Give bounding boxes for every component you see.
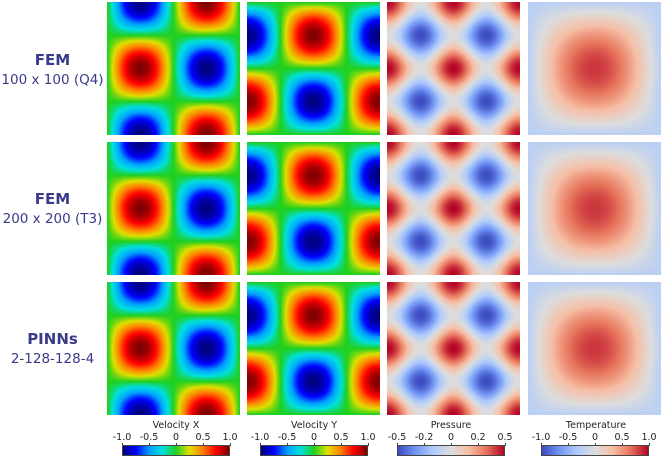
- colorbar-tick-label: 1.0: [641, 432, 657, 443]
- colorbar-tick-label: 0: [172, 432, 180, 443]
- colorbar-tick-label: 0: [310, 432, 318, 443]
- row-method: PINNs: [27, 330, 78, 348]
- colorbar-tick-mark: [149, 443, 150, 446]
- colorbar-tick-label: 0.5: [333, 432, 349, 443]
- colorbar-tick-label: 1.0: [222, 432, 238, 443]
- colorbar-tick-mark: [260, 443, 261, 446]
- panel-pinns-velocity-x: [107, 282, 240, 415]
- row-label-pinns: PINNs 2-128-128-4: [0, 329, 105, 369]
- colorbar-tick-label: -0.5: [558, 432, 578, 443]
- colorbar-tick-label: -0.5: [139, 432, 159, 443]
- colorbar-tick-label: 0: [591, 432, 599, 443]
- colorbar-tick-label: 0: [447, 432, 455, 443]
- colorbar-tick-mark: [541, 443, 542, 446]
- colorbar-title-velocity-y: Velocity Y: [290, 420, 338, 431]
- panel-fem-q4-velocity-y: [247, 2, 380, 135]
- colorbar-temperature: [541, 445, 649, 456]
- colorbar-tick-label: -1.0: [531, 432, 551, 443]
- colorbar-title-temperature: Temperature: [565, 420, 627, 431]
- row-mesh: 100 x 100 (Q4): [1, 72, 104, 88]
- panel-fem-t3-temperature: [528, 142, 661, 275]
- colorbar-tick-mark: [341, 443, 342, 446]
- panel-fem-q4-velocity-x: [107, 2, 240, 135]
- colorbar-tick-mark: [505, 443, 506, 446]
- row-mesh: 200 x 200 (T3): [2, 211, 103, 227]
- panel-fem-q4-pressure: [387, 2, 520, 135]
- colorbar-tick-label: 0.2: [470, 432, 486, 443]
- colorbar-title-pressure: Pressure: [430, 420, 472, 431]
- panel-fem-q4-temperature: [528, 2, 661, 135]
- colorbar-tick-label: -0.5: [277, 432, 297, 443]
- colorbar-tick-label: -1.0: [250, 432, 270, 443]
- colorbar-tick-mark: [622, 443, 623, 446]
- panel-pinns-temperature: [528, 282, 661, 415]
- colorbar-tick-mark: [424, 443, 425, 446]
- colorbar-tick-mark: [595, 443, 596, 446]
- colorbar-tick-mark: [568, 443, 569, 446]
- row-label-fem-q4: FEM 100 x 100 (Q4): [0, 50, 105, 90]
- panel-pinns-pressure: [387, 282, 520, 415]
- row-mesh: 2-128-128-4: [10, 351, 95, 367]
- panel-fem-t3-pressure: [387, 142, 520, 275]
- row-label-fem-t3: FEM 200 x 200 (T3): [0, 189, 105, 229]
- colorbar-tick-label: -1.0: [112, 432, 132, 443]
- colorbar-tick-mark: [122, 443, 123, 446]
- colorbar-velocity-y: [260, 445, 368, 456]
- colorbar-tick-mark: [314, 443, 315, 446]
- colorbar-tick-mark: [230, 443, 231, 446]
- colorbar-tick-mark: [368, 443, 369, 446]
- colorbar-tick-mark: [451, 443, 452, 446]
- colorbar-tick-mark: [203, 443, 204, 446]
- panel-fem-t3-velocity-y: [247, 142, 380, 275]
- row-method: FEM: [34, 190, 71, 208]
- colorbar-tick-mark: [649, 443, 650, 446]
- colorbar-tick-label: -0.2: [414, 432, 434, 443]
- panel-pinns-velocity-y: [247, 282, 380, 415]
- panel-fem-t3-velocity-x: [107, 142, 240, 275]
- colorbar-tick-label: 0.5: [497, 432, 513, 443]
- colorbar-velocity-x: [122, 445, 230, 456]
- colorbar-tick-mark: [287, 443, 288, 446]
- colorbar-tick-label: 1.0: [360, 432, 376, 443]
- row-method: FEM: [34, 51, 71, 69]
- colorbar-tick-mark: [397, 443, 398, 446]
- colorbar-tick-label: 0.5: [614, 432, 630, 443]
- colorbar-tick-mark: [176, 443, 177, 446]
- colorbar-tick-label: 0.5: [195, 432, 211, 443]
- colorbar-tick-label: -0.5: [387, 432, 407, 443]
- colorbar-pressure: [397, 445, 505, 456]
- colorbar-title-velocity-x: Velocity X: [152, 420, 200, 431]
- colorbar-tick-mark: [478, 443, 479, 446]
